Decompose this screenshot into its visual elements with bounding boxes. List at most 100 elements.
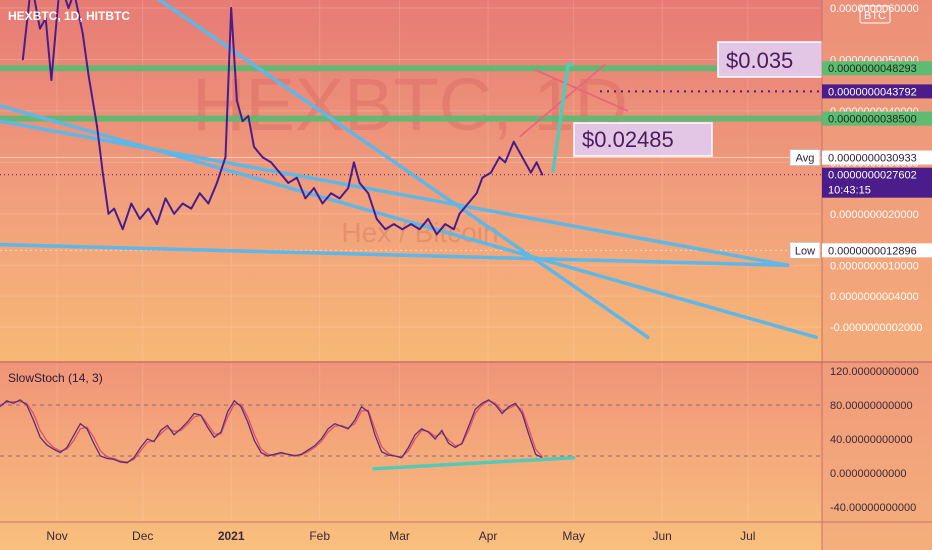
price-point[interactable] <box>270 161 273 164</box>
price-point[interactable] <box>50 79 53 81</box>
price-label-tag-box <box>789 149 821 166</box>
trendlines[interactable] <box>0 0 819 340</box>
price-point[interactable] <box>427 218 430 220</box>
osc-main-line[interactable] <box>0 399 543 464</box>
x-tick-label: Feb <box>309 529 330 543</box>
y-tick-label: 0.0000000020000 <box>830 209 919 221</box>
price-point[interactable] <box>384 228 387 231</box>
price-point[interactable] <box>224 156 227 159</box>
price-label-value: 0.0000000043792 <box>828 86 917 98</box>
price-point[interactable] <box>173 212 176 215</box>
price-point[interactable] <box>304 197 307 200</box>
price-point[interactable] <box>101 171 104 174</box>
price-point[interactable] <box>164 197 167 200</box>
callout-target-price[interactable]: $0.035 <box>717 41 823 78</box>
price-point[interactable] <box>156 223 158 225</box>
price-point[interactable] <box>358 182 361 184</box>
price-series[interactable] <box>21 0 544 236</box>
currency-badge-label: BTC <box>864 10 886 22</box>
price-point[interactable] <box>435 233 438 236</box>
price-point[interactable] <box>130 202 133 205</box>
symbol-title: HEXBTC, 1D, HITBTC <box>8 9 130 23</box>
price-point[interactable] <box>338 197 341 200</box>
price-label-value: 0.0000000012896 <box>828 245 917 257</box>
oscillator-trendline[interactable] <box>372 455 576 471</box>
price-point[interactable] <box>458 212 461 215</box>
price-point[interactable] <box>392 223 395 225</box>
price-point[interactable] <box>198 192 201 195</box>
trendline[interactable] <box>0 242 790 268</box>
price-point[interactable] <box>287 182 290 184</box>
support-resistance-level[interactable] <box>0 65 822 72</box>
price-point[interactable] <box>181 202 184 205</box>
currency-badge[interactable]: BTC <box>859 5 891 24</box>
price-point[interactable] <box>490 171 492 174</box>
price-point[interactable] <box>375 218 378 220</box>
price-point[interactable] <box>253 146 255 148</box>
x-tick-label: Jul <box>740 529 755 543</box>
price-point[interactable] <box>498 156 501 159</box>
price-point[interactable] <box>247 115 250 117</box>
price-line[interactable] <box>21 0 544 236</box>
price-point[interactable] <box>190 207 193 210</box>
price-point[interactable] <box>216 182 218 184</box>
price-point[interactable] <box>541 173 544 176</box>
price-point[interactable] <box>107 212 110 215</box>
price-point[interactable] <box>410 223 412 225</box>
price-point[interactable] <box>467 202 469 205</box>
price-point[interactable] <box>353 161 355 164</box>
price-point[interactable] <box>235 99 238 102</box>
price-point[interactable] <box>401 228 404 231</box>
x-tick-label: Mar <box>389 529 410 543</box>
price-point[interactable] <box>81 32 84 35</box>
price-point[interactable] <box>278 171 281 174</box>
price-point[interactable] <box>121 228 124 231</box>
projection-arrow-down[interactable] <box>534 68 629 112</box>
price-point[interactable] <box>504 161 507 164</box>
price-point[interactable] <box>87 73 90 76</box>
price-point[interactable] <box>241 120 244 123</box>
price-point[interactable] <box>367 192 370 195</box>
trendline[interactable] <box>0 119 790 268</box>
price-point[interactable] <box>21 58 24 61</box>
support-resistance-level[interactable] <box>0 115 822 122</box>
trendline[interactable] <box>134 0 650 340</box>
price-point[interactable] <box>481 176 484 179</box>
price-point[interactable] <box>96 125 98 128</box>
price-point[interactable] <box>67 7 70 9</box>
price-point[interactable] <box>261 156 264 159</box>
price-point[interactable] <box>330 192 332 195</box>
price-point[interactable] <box>147 207 150 210</box>
projection-path[interactable] <box>551 62 574 173</box>
price-point[interactable] <box>521 156 524 159</box>
price-label-tag: Avg <box>796 153 815 165</box>
price-point[interactable] <box>44 17 47 20</box>
price-label-box <box>822 167 932 198</box>
price-point[interactable] <box>295 176 298 179</box>
price-point[interactable] <box>512 140 515 143</box>
trendline[interactable] <box>0 104 819 340</box>
price-point[interactable] <box>230 7 233 9</box>
price-point[interactable] <box>529 171 532 174</box>
oscillator-title: SlowStoch (14, 3) <box>8 371 103 385</box>
callout-current-price[interactable]: $0.02485 <box>573 122 713 157</box>
slow-stoch-pane[interactable] <box>0 399 822 471</box>
price-point[interactable] <box>475 192 478 195</box>
price-point[interactable] <box>39 27 41 30</box>
price-label-value: 0.0000000048293 <box>828 63 917 75</box>
price-point[interactable] <box>347 187 350 189</box>
price-point[interactable] <box>207 202 210 205</box>
price-label-box <box>822 111 932 126</box>
price-point[interactable] <box>313 187 315 189</box>
price-point[interactable] <box>113 207 116 210</box>
price-point[interactable] <box>418 228 421 231</box>
horizontal-levels[interactable] <box>0 65 822 251</box>
price-point[interactable] <box>452 228 455 231</box>
price-point[interactable] <box>444 223 447 225</box>
price-point[interactable] <box>321 202 324 205</box>
drawings[interactable]: $0.035 $0.02485 <box>519 41 823 173</box>
callout-target-price-text: $0.035 <box>726 48 793 73</box>
price-point[interactable] <box>535 161 538 164</box>
price-point[interactable] <box>138 218 141 220</box>
